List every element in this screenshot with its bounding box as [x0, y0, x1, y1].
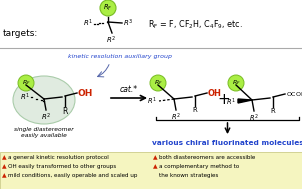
Text: OH easily transformed to other groups: OH easily transformed to other groups [8, 164, 116, 169]
Text: a general kinetic resolution protocol: a general kinetic resolution protocol [8, 155, 109, 160]
Text: $R^3$: $R^3$ [123, 17, 133, 29]
Text: targets:: targets: [3, 29, 38, 37]
Circle shape [228, 75, 244, 91]
Text: mild conditions, easily operable and scaled up: mild conditions, easily operable and sca… [8, 173, 137, 178]
Text: $R_F$: $R_F$ [153, 79, 162, 88]
FancyBboxPatch shape [0, 50, 302, 150]
Text: OH: OH [208, 88, 222, 98]
Text: ▲: ▲ [2, 173, 7, 178]
Text: $R^1$: $R^1$ [147, 95, 157, 107]
Text: $R^1$: $R^1$ [83, 17, 93, 29]
Text: single diastereomer: single diastereomer [14, 127, 74, 132]
Text: both diastereomers are accessible: both diastereomers are accessible [159, 155, 255, 160]
Text: easily available: easily available [21, 133, 67, 138]
FancyBboxPatch shape [0, 152, 302, 189]
Text: the known strategies: the known strategies [159, 173, 218, 178]
Text: $R^2$: $R^2$ [171, 112, 181, 123]
Text: $R^1$: $R^1$ [20, 91, 30, 103]
Text: ▲: ▲ [153, 164, 158, 169]
Text: $R_F$: $R_F$ [21, 79, 31, 88]
Text: R: R [62, 107, 68, 116]
Text: $R_F$: $R_F$ [103, 3, 113, 13]
Ellipse shape [13, 76, 75, 124]
Text: R: R [271, 108, 275, 114]
Text: $R^2$: $R^2$ [249, 113, 259, 124]
Text: ▲: ▲ [2, 164, 7, 169]
Text: kinetic resolution auxiliary group: kinetic resolution auxiliary group [68, 54, 172, 59]
Text: +: + [218, 91, 230, 106]
Text: $R^1$: $R^1$ [226, 96, 236, 108]
Text: OCOR$^3$: OCOR$^3$ [286, 89, 302, 99]
Text: ▲: ▲ [2, 155, 7, 160]
FancyBboxPatch shape [0, 0, 302, 50]
Text: cat.*: cat.* [120, 85, 138, 94]
Text: a complementary method to: a complementary method to [159, 164, 239, 169]
Text: $R_F$: $R_F$ [232, 79, 240, 88]
Circle shape [100, 0, 116, 16]
Text: R: R [193, 107, 198, 113]
Text: $R^2$: $R^2$ [106, 35, 116, 46]
Text: $R^2$: $R^2$ [41, 112, 51, 123]
Text: ▲: ▲ [153, 155, 158, 160]
Text: various chiral fluorinated molecules: various chiral fluorinated molecules [152, 140, 302, 146]
Text: R$_{\mathregular{F}}$ = F, CF$_{\mathregular{2}}$H, C$_{\mathregular{4}}$F$_{\ma: R$_{\mathregular{F}}$ = F, CF$_{\mathreg… [148, 19, 243, 31]
Text: OH: OH [78, 88, 93, 98]
Circle shape [150, 75, 166, 91]
Polygon shape [238, 99, 252, 103]
Circle shape [18, 75, 34, 91]
